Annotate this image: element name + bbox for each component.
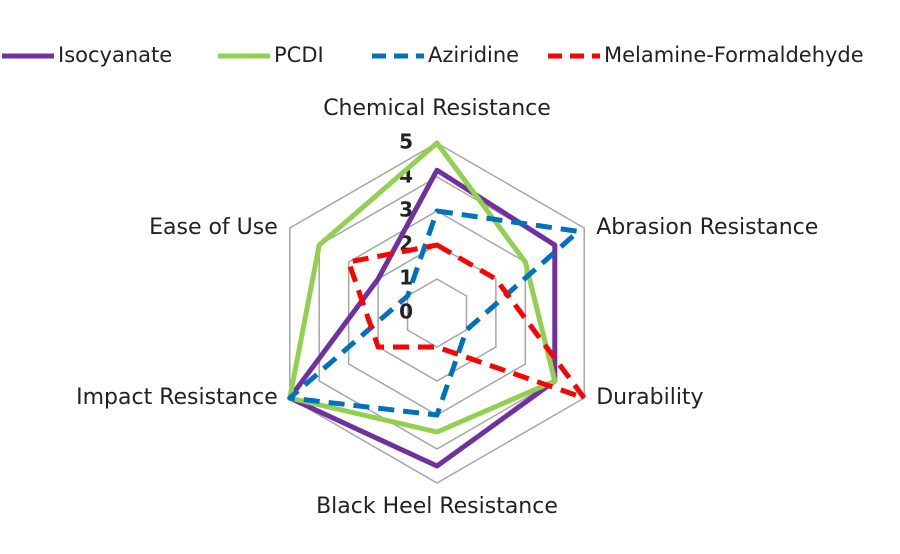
axis-label: Durability (596, 385, 703, 410)
y-tick-label: 0 (399, 300, 413, 324)
series-line (287, 208, 581, 418)
axis-label: Impact Resistance (76, 385, 278, 410)
y-tick-label: 5 (399, 130, 413, 154)
axis-label: Abrasion Resistance (596, 215, 818, 240)
series-line (287, 140, 558, 435)
legend-text: Melamine-Formaldehyde (604, 43, 864, 67)
axis-label: Chemical Resistance (323, 96, 551, 121)
series-line (287, 167, 558, 469)
legend-item: PCDI (218, 43, 324, 67)
y-tick-label: 1 (399, 266, 413, 290)
legend-text: PCDI (274, 43, 324, 67)
axis-label: Black Heel Resistance (316, 494, 558, 519)
legend-item: Melamine-Formaldehyde (548, 43, 864, 67)
axis-label: Ease of Use (149, 215, 278, 240)
legend-text: Aziridine (428, 43, 519, 67)
legend-item: Aziridine (372, 43, 519, 67)
grid-line (289, 142, 585, 484)
y-tick-label: 3 (399, 198, 413, 222)
grid-line (406, 278, 468, 348)
legend-text: Isocyanate (58, 43, 172, 67)
grid-line (347, 210, 527, 416)
legend-item: Isocyanate (2, 43, 172, 67)
